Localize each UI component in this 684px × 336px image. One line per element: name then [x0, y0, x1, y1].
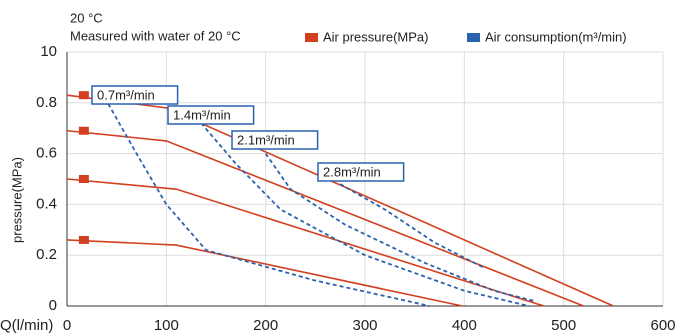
- x-tick-label: 300: [352, 317, 377, 334]
- start-marker: [78, 91, 89, 100]
- header-note: Measured with water of 20 °C: [70, 28, 241, 43]
- start-marker: [78, 235, 89, 244]
- y-tick-label: 0.4: [36, 195, 57, 212]
- curve: [200, 122, 530, 307]
- annotation: 1.4m³/min: [173, 107, 231, 122]
- y-tick-label: 0.2: [36, 246, 57, 263]
- curve: [66, 129, 584, 307]
- annotation: 2.8m³/min: [323, 164, 381, 179]
- annotation-box: [317, 162, 405, 182]
- curve: [66, 178, 545, 307]
- legend-label: Air consumption(m³/min): [485, 29, 627, 44]
- x-tick-label: 500: [551, 317, 576, 334]
- y-tick-label: 0.6: [36, 145, 57, 162]
- start-marker: [78, 175, 89, 183]
- x-tick-label: 100: [154, 317, 179, 334]
- header-temp: 20 °C: [70, 10, 103, 25]
- annotation-box: [167, 105, 255, 125]
- curve: [66, 94, 614, 307]
- y-axis-label: pressure(MPa): [9, 157, 24, 243]
- x-axis-label: Q(l/min): [0, 317, 53, 334]
- curve: [264, 153, 535, 302]
- curve: [103, 97, 430, 307]
- x-tick-label: 400: [452, 317, 477, 334]
- y-tick-label: 0.8: [36, 94, 57, 111]
- annotation-box: [91, 85, 179, 105]
- annotation-box: [231, 130, 319, 150]
- legend-swatch: [305, 33, 318, 42]
- legend-label: Air pressure(MPa): [323, 29, 428, 44]
- start-marker: [78, 126, 89, 135]
- x-tick-label: 0: [63, 317, 71, 334]
- annotation: 0.7m³/min: [97, 87, 155, 102]
- legend-swatch: [467, 33, 480, 42]
- y-tick-label: 0: [49, 297, 57, 314]
- y-tick-label: 10: [40, 43, 57, 60]
- curve: [66, 239, 463, 307]
- annotation: 2.1m³/min: [237, 132, 295, 147]
- x-tick-label: 600: [650, 317, 675, 334]
- x-tick-label: 200: [253, 317, 278, 334]
